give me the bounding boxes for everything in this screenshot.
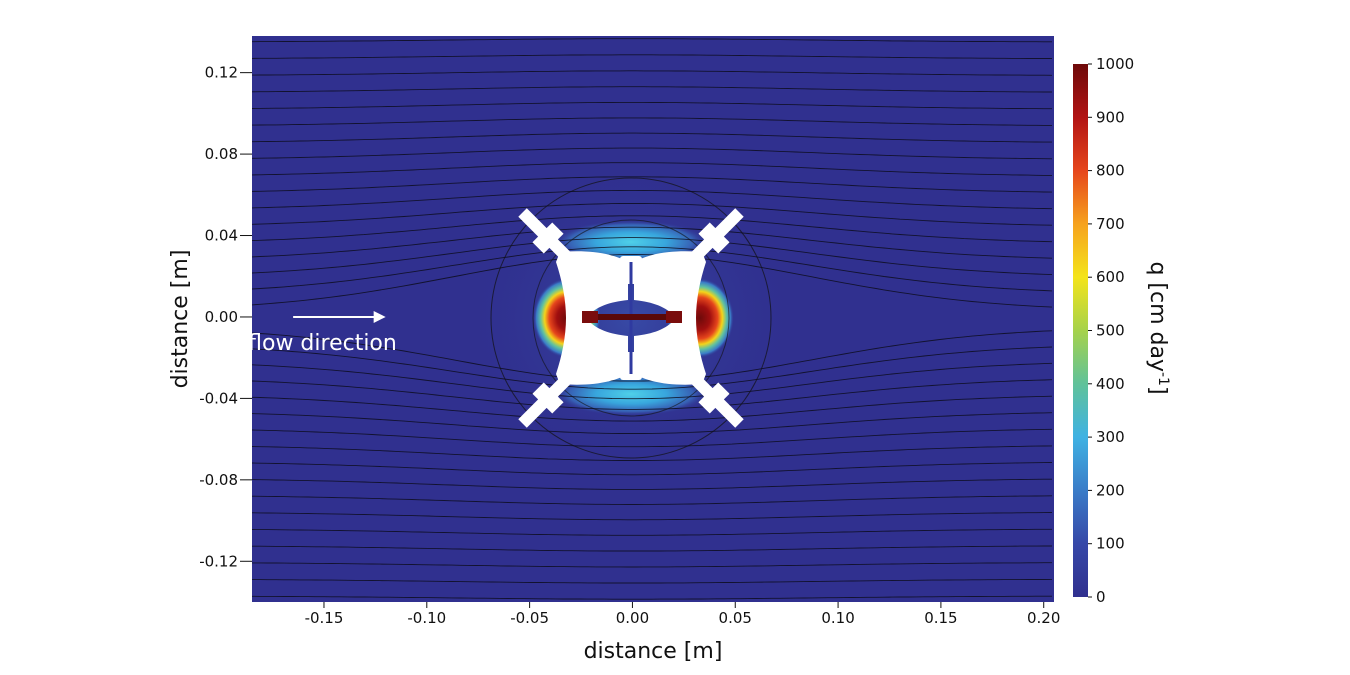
colorbar-tick-label: 200 (1096, 481, 1125, 499)
streamline (252, 495, 1053, 505)
streamline (252, 445, 1053, 461)
streamline (252, 346, 1053, 390)
streamline (252, 189, 1053, 210)
plot-area: flow direction (248, 36, 1054, 602)
colorbar-gradient (1073, 64, 1088, 597)
colorbar: 0 100 200 300 400 500 600 700 800 900 1000 q [cm d… (1073, 55, 1171, 606)
x-tick-label: 0.15 (924, 609, 957, 627)
streamline (252, 226, 1053, 259)
device-body (518, 208, 744, 428)
streamline (252, 215, 1053, 243)
streamline (252, 362, 1053, 400)
x-tick-label: 0.10 (821, 609, 854, 627)
streamline (252, 38, 1052, 43)
streamline (252, 379, 1053, 410)
flow-direction-arrowhead (373, 310, 386, 323)
streamline (252, 578, 1053, 584)
x-axis-ticks: -0.15 -0.10 -0.05 0.00 0.05 0.10 0.15 0.20 (305, 602, 1060, 627)
x-axis-title: distance [m] (584, 639, 723, 664)
y-tick-label: 0.12 (205, 64, 238, 82)
x-tick-label: -0.05 (510, 609, 549, 627)
streamline (252, 101, 1052, 110)
streamline (252, 162, 1052, 176)
outlet-tube (588, 314, 674, 320)
flow-direction-label: flow direction (248, 331, 397, 356)
x-tick-label: -0.10 (407, 609, 446, 627)
flow-direction-annotation: flow direction (248, 310, 397, 356)
colorbar-tick-label: 1000 (1096, 55, 1134, 73)
streamline (252, 117, 1052, 126)
streamline (252, 86, 1052, 93)
streamline (252, 70, 1053, 76)
streamline (252, 54, 1052, 59)
y-tick-label: -0.12 (199, 552, 238, 570)
colorbar-tick-label: 900 (1096, 108, 1125, 126)
colorbar-tick-label: 700 (1096, 215, 1125, 233)
outlet-left-nozzle (582, 311, 598, 323)
streamline (252, 412, 1053, 434)
y-tick-label: 0.08 (205, 145, 238, 163)
streamline (252, 545, 1052, 552)
colorbar-tick-label: 400 (1096, 375, 1125, 393)
outlet-right-nozzle (666, 311, 682, 323)
streamline (252, 478, 1052, 490)
device-circle (490, 177, 772, 459)
colorbar-tick-label: 0 (1096, 588, 1106, 606)
streamline (252, 147, 1053, 160)
streamline (252, 237, 1053, 276)
colorbar-tick-label: 100 (1096, 535, 1125, 553)
streamline (252, 512, 1053, 521)
streamline (252, 254, 1053, 308)
streamline (252, 562, 1052, 568)
colorbar-title-end: ] (1145, 386, 1170, 395)
colorbar-title: q [cm day-1] (1145, 261, 1171, 394)
y-axis-ticks: 0.12 0.08 0.04 0.00 -0.04 -0.08 -0.12 (199, 64, 252, 570)
streamline (252, 203, 1053, 226)
x-tick-label: 0.05 (719, 609, 752, 627)
x-tick-label: 0.00 (616, 609, 649, 627)
streamline (252, 176, 1053, 193)
streamline (252, 462, 1053, 476)
streamlines (252, 38, 1053, 600)
streamline (252, 395, 1053, 422)
colorbar-tick-label: 800 (1096, 162, 1125, 180)
streamline (252, 428, 1053, 448)
y-tick-label: -0.04 (199, 389, 238, 407)
streamline (252, 595, 1052, 600)
x-tick-label: 0.20 (1027, 609, 1060, 627)
y-axis-title: distance [m] (168, 250, 193, 389)
streamline (252, 528, 1052, 536)
colorbar-tick-label: 500 (1096, 322, 1125, 340)
x-tick-label: -0.15 (305, 609, 344, 627)
y-tick-label: 0.00 (205, 308, 238, 326)
colorbar-ticks: 0 100 200 300 400 500 600 700 800 900 1000 (1088, 55, 1134, 606)
y-tick-label: -0.08 (199, 471, 238, 489)
streamline (252, 132, 1052, 143)
inner-device-circle (532, 219, 730, 417)
colorbar-tick-label: 300 (1096, 428, 1125, 446)
y-tick-label: 0.04 (205, 227, 238, 245)
colorbar-tick-label: 600 (1096, 268, 1125, 286)
colorbar-title-main: q [cm day (1145, 261, 1170, 372)
colorbar-title-sup: -1 (1155, 372, 1171, 386)
streamline (252, 246, 1053, 292)
